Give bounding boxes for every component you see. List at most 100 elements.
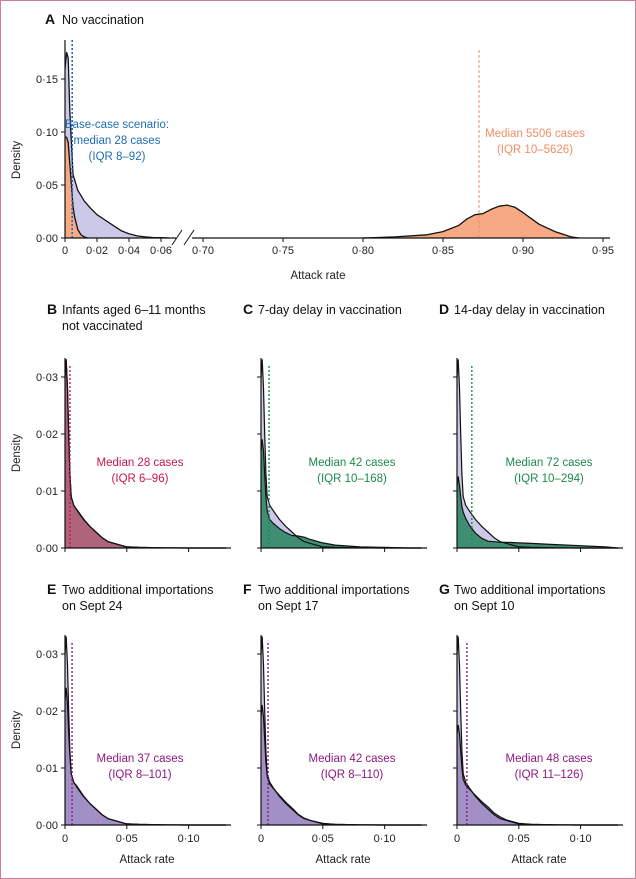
scenario-density-line [64, 359, 226, 549]
panel-g: G Two additional importations on Sept 10 Me… [439, 581, 623, 866]
base-median-label: median 28 cases [74, 135, 161, 147]
median-label: (IQR 11–126) [515, 769, 584, 781]
scenario-density-line [260, 439, 422, 549]
base-density-fill [261, 359, 422, 548]
panel-a: A No vaccination Base-case scenario: median… [11, 11, 614, 282]
y-axis-label: Density [11, 711, 23, 750]
x-tick-label: 0·85 [432, 245, 454, 257]
x-tick-label: 0 [62, 245, 68, 257]
scenario-density-fill [261, 439, 422, 548]
scenario-density-fill [65, 688, 226, 825]
panel-letter: C [243, 301, 253, 317]
y-tick-label: 0·00 [36, 233, 58, 245]
no-vaccination-density-high-fill [363, 205, 579, 238]
y-tick-label: 0·00 [36, 543, 58, 555]
scenario-density-fill [457, 725, 618, 825]
panel-title: Two additional importations [62, 583, 213, 597]
base-median-label: (IQR 8–92) [89, 151, 146, 163]
median-label: (IQR 8–110) [321, 769, 384, 781]
x-tick-label: 0·10 [178, 833, 200, 845]
panel-title: on Sept 10 [454, 599, 515, 613]
panel-title: Infants aged 6–11 months [62, 303, 206, 317]
no-vaccination-density-low-line [65, 136, 88, 239]
x-tick-label: 0 [62, 833, 68, 845]
axis-break-mark [171, 229, 183, 246]
y-tick-label: 0·01 [36, 486, 58, 498]
panel-letter: E [47, 581, 56, 597]
median-label: Median 72 cases [506, 457, 593, 469]
panel-f: F Two additional importations on Sept 17 Me… [243, 581, 427, 866]
panel-letter: D [439, 301, 449, 317]
median-label: (IQR 10–168) [317, 473, 387, 485]
panel-title: 14-day delay in vaccination [454, 303, 605, 317]
base-density-line [64, 359, 226, 549]
panel-title: on Sept 17 [258, 599, 319, 613]
panel-title: No vaccination [62, 13, 144, 27]
panel-letter: B [47, 301, 57, 317]
panel-letter: A [45, 11, 55, 27]
x-tick-label: 0·05 [312, 833, 334, 845]
base-density-fill [65, 359, 226, 548]
panel-letter: G [439, 581, 450, 597]
y-tick-label: 0·03 [36, 649, 58, 661]
scenario-density-line [456, 476, 618, 549]
x-tick-label: 0·05 [508, 833, 530, 845]
y-tick-label: 0·02 [36, 706, 58, 718]
median-label: (IQR 8–101) [108, 769, 171, 781]
base-density-line [456, 359, 618, 549]
panel-d: D 14-day delay in vaccination Median 72 ca… [439, 301, 623, 552]
y-tick-label: 0·01 [36, 763, 58, 775]
base-density-fill [457, 359, 618, 548]
x-tick-label: 0·10 [570, 833, 592, 845]
scenario-density-fill [457, 476, 618, 548]
x-axis-label: Attack rate [120, 854, 175, 866]
median-label: Median 28 cases [97, 457, 184, 469]
x-tick-label: 0·75 [272, 245, 294, 257]
median-label: Median 42 cases [309, 457, 396, 469]
y-axis-label: Density [11, 434, 23, 473]
panel-title: Two additional importations [454, 583, 605, 597]
no-vaccination-density-low-fill [65, 137, 88, 238]
median-label: (IQR 10–294) [514, 473, 584, 485]
base-density-line [64, 636, 226, 826]
base-density-fill [457, 636, 618, 825]
base-density-line [260, 359, 422, 549]
x-tick-label: 0·70 [192, 245, 214, 257]
panel-title: not vaccinated [62, 319, 143, 333]
x-tick-label: 0·02 [86, 245, 108, 257]
x-axis-label: Attack rate [316, 854, 371, 866]
x-axis-label: Attack rate [512, 854, 567, 866]
y-tick-label: 0·10 [36, 127, 58, 139]
y-tick-label: 0·05 [36, 180, 58, 192]
base-density-line [456, 636, 618, 826]
no-vaccination-median-label: Median 5506 cases [485, 128, 585, 140]
y-tick-label: 0·00 [36, 820, 58, 832]
x-tick-label: 0·10 [374, 833, 396, 845]
base-density-fill [261, 636, 422, 825]
scenario-density-fill [65, 359, 226, 548]
median-label: Median 37 cases [97, 753, 184, 765]
panel-c: C 7-day delay in vaccination Median 42 cas… [243, 301, 427, 552]
panel-title: Two additional importations [258, 583, 409, 597]
scenario-density-fill [261, 705, 422, 825]
panel-title: 7-day delay in vaccination [258, 303, 402, 317]
x-tick-label: 0·80 [352, 245, 374, 257]
y-tick-label: 0·15 [36, 74, 58, 86]
median-label: (IQR 6–96) [112, 473, 169, 485]
y-tick-label: 0·03 [36, 372, 58, 384]
y-tick-label: 0·02 [36, 429, 58, 441]
no-vaccination-density-high-line [362, 204, 580, 239]
panel-e: E Two additional importations on Sept 24 Me… [11, 581, 231, 866]
x-tick-label: 0·04 [118, 245, 140, 257]
base-median-label: Base-case scenario: [65, 119, 169, 131]
x-axis-label: Attack rate [291, 270, 346, 282]
y-axis-label: Density [11, 141, 23, 180]
axis-break-mark [183, 229, 195, 246]
x-tick-label: 0·05 [116, 833, 138, 845]
median-label: Median 42 cases [309, 753, 396, 765]
base-density-line [260, 636, 422, 826]
no-vaccination-median-label: (IQR 10–5626) [497, 144, 573, 156]
x-tick-label: 0 [454, 833, 460, 845]
median-label: Median 48 cases [506, 753, 593, 765]
